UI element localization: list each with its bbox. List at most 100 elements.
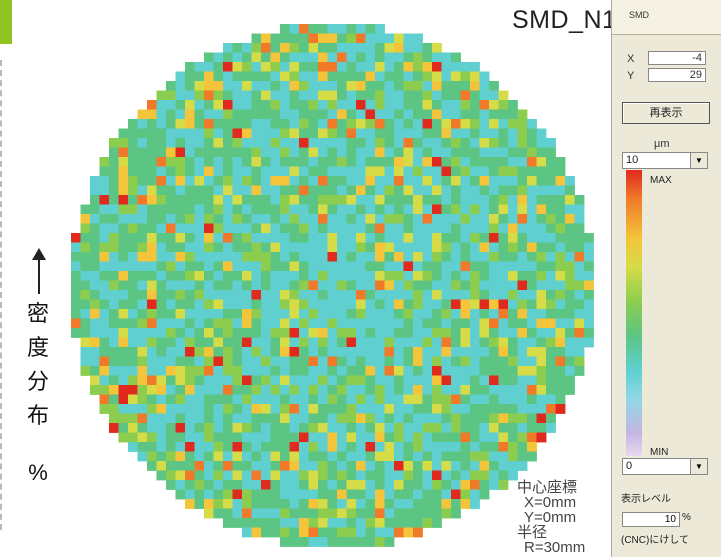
wafer-cell <box>232 385 243 395</box>
wafer-cell <box>251 166 262 177</box>
wafer-cell <box>327 214 338 224</box>
wafer-cell <box>527 385 537 395</box>
x-label: X <box>627 53 635 65</box>
redisplay-button[interactable]: 再表示 <box>622 102 710 124</box>
dropdown-arrow-icon[interactable]: ▼ <box>690 459 707 474</box>
wafer-cell <box>204 508 214 519</box>
wafer-cell <box>213 508 224 519</box>
wafer-cell <box>156 252 167 262</box>
wafer-cell <box>346 423 357 433</box>
wafer-cell <box>546 299 556 310</box>
wafer-cell <box>109 337 119 348</box>
wafer-cell <box>80 290 91 300</box>
wafer-cell <box>394 527 404 538</box>
wafer-cell <box>403 62 414 72</box>
wafer-cell <box>365 233 376 243</box>
wafer-cell <box>251 356 262 367</box>
wafer-cell <box>413 185 423 196</box>
wafer-cell <box>242 366 252 376</box>
wafer-cell <box>403 214 414 224</box>
wafer-cell <box>508 252 518 262</box>
wafer-cell <box>413 299 423 310</box>
wafer-cell <box>128 128 138 139</box>
wafer-cell <box>318 252 328 262</box>
wafer-cell <box>365 356 376 367</box>
wafer-cell <box>337 252 347 262</box>
wafer-cell <box>375 62 385 72</box>
wafer-cell <box>327 366 338 376</box>
wafer-cell <box>194 214 205 224</box>
wafer-cell <box>432 81 442 91</box>
wafer-cell <box>299 128 309 139</box>
wafer-cell <box>270 366 281 376</box>
wafer-cell <box>403 271 414 281</box>
wafer-cell <box>204 185 214 196</box>
display-level-input[interactable]: 10 <box>622 512 680 527</box>
wafer-cell <box>498 451 509 462</box>
wafer-cell <box>403 309 414 319</box>
wafer-cell <box>460 337 471 348</box>
wafer-cell <box>90 347 100 357</box>
wafer-cell <box>536 138 547 148</box>
wafer-cell <box>346 404 357 414</box>
wafer-cell <box>128 337 138 348</box>
wafer-cell <box>327 71 338 82</box>
wafer-cell <box>318 328 328 338</box>
wafer-cell <box>546 318 556 329</box>
wafer-cell <box>137 299 148 310</box>
wafer-cell <box>166 157 176 167</box>
wafer-cell <box>365 33 376 44</box>
wafer-cell <box>137 242 148 253</box>
wafer-cell <box>118 166 129 177</box>
wafer-cell <box>299 404 309 414</box>
wafer-cell <box>80 242 91 253</box>
wafer-cell <box>223 366 233 376</box>
wafer-cell <box>299 43 309 53</box>
display-level-label: 表示レベル <box>621 494 671 505</box>
wafer-cell <box>204 489 214 500</box>
wafer-cell <box>318 537 328 547</box>
wafer-cell <box>308 261 319 272</box>
wafer-cell <box>156 128 167 139</box>
wafer-cell <box>413 489 423 500</box>
wafer-cell <box>270 185 281 196</box>
wafer-cell <box>204 356 214 367</box>
wafer-cell <box>232 43 243 53</box>
wafer-cell <box>175 176 186 186</box>
wafer-cell <box>251 499 262 509</box>
wafer-cell <box>128 214 138 224</box>
wafer-cell <box>555 404 566 414</box>
wafer-cell <box>432 423 442 433</box>
wafer-cell <box>232 223 243 234</box>
max-value-select[interactable]: 10 ▼ <box>622 152 708 169</box>
wafer-cell <box>451 432 461 443</box>
wafer-cell <box>555 176 566 186</box>
wafer-cell <box>489 252 499 262</box>
wafer-cell <box>403 451 414 462</box>
wafer-cell <box>422 318 433 329</box>
wafer-cell <box>109 385 119 395</box>
wafer-cell <box>280 233 290 243</box>
wafer-cell <box>166 385 176 395</box>
wafer-cell <box>109 290 119 300</box>
wafer-cell <box>365 527 376 538</box>
wafer-cell <box>223 451 233 462</box>
wafer-cell <box>308 375 319 386</box>
wafer-cell <box>318 62 328 72</box>
wafer-cell <box>156 337 167 348</box>
wafer-cell <box>166 138 176 148</box>
wafer-cell <box>318 394 328 405</box>
wafer-cell <box>574 242 585 253</box>
dropdown-arrow-icon[interactable]: ▼ <box>690 153 707 168</box>
wafer-cell <box>394 71 404 82</box>
wafer-cell <box>137 442 148 452</box>
accent-bar <box>0 0 12 44</box>
min-value-select[interactable]: 0 ▼ <box>622 458 708 475</box>
wafer-cell <box>213 119 224 129</box>
wafer-cell <box>166 337 176 348</box>
wafer-cell <box>308 518 319 528</box>
wafer-cell <box>346 128 357 139</box>
panel-tab[interactable]: SMD <box>612 0 721 35</box>
wafer-cell <box>470 271 480 281</box>
wafer-cell <box>299 119 309 129</box>
